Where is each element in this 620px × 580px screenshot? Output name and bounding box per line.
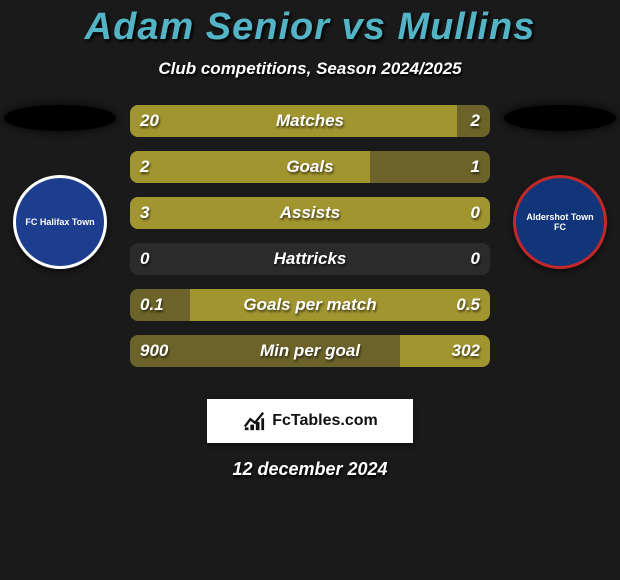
stat-row-assists: 30Assists (130, 197, 490, 229)
stat-left-value: 0 (140, 243, 149, 275)
subtitle: Club competitions, Season 2024/2025 (0, 59, 620, 79)
crest-right: Aldershot Town FC (513, 175, 607, 269)
stat-row-hattricks: 0 0Hattricks (130, 243, 490, 275)
brand-badge: FcTables.com (207, 399, 413, 443)
player-left-side: FC Halifax Town (0, 105, 120, 385)
stat-label: Hattricks (130, 243, 490, 275)
bar-left (130, 151, 370, 183)
stat-right-value: 0 (471, 243, 480, 275)
comparison-stage: FC Halifax Town Aldershot Town FC 202Mat… (0, 105, 620, 385)
bar-left (130, 289, 190, 321)
stat-row-goals: 21Goals (130, 151, 490, 183)
player-right-shadow (504, 105, 616, 131)
bar-right (457, 105, 490, 137)
bar-right (370, 151, 490, 183)
footer-date: 12 december 2024 (0, 459, 620, 480)
crest-left: FC Halifax Town (13, 175, 107, 269)
stat-row-min-per-goal: 900302Min per goal (130, 335, 490, 367)
bar-right (400, 335, 490, 367)
stat-row-matches: 202Matches (130, 105, 490, 137)
bar-left (130, 197, 490, 229)
bar-right (190, 289, 490, 321)
player-left-shadow (4, 105, 116, 131)
bar-left (130, 105, 457, 137)
bar-left (130, 335, 400, 367)
brand-chart-icon (242, 410, 266, 432)
stat-row-goals-per-match: 0.10.5Goals per match (130, 289, 490, 321)
brand-text: FcTables.com (272, 412, 378, 430)
page-title: Adam Senior vs Mullins (0, 0, 620, 49)
player-right-side: Aldershot Town FC (500, 105, 620, 385)
stat-bars: 202Matches 21Goals 30Assists 0 0Hattricks 0.1… (130, 105, 490, 367)
